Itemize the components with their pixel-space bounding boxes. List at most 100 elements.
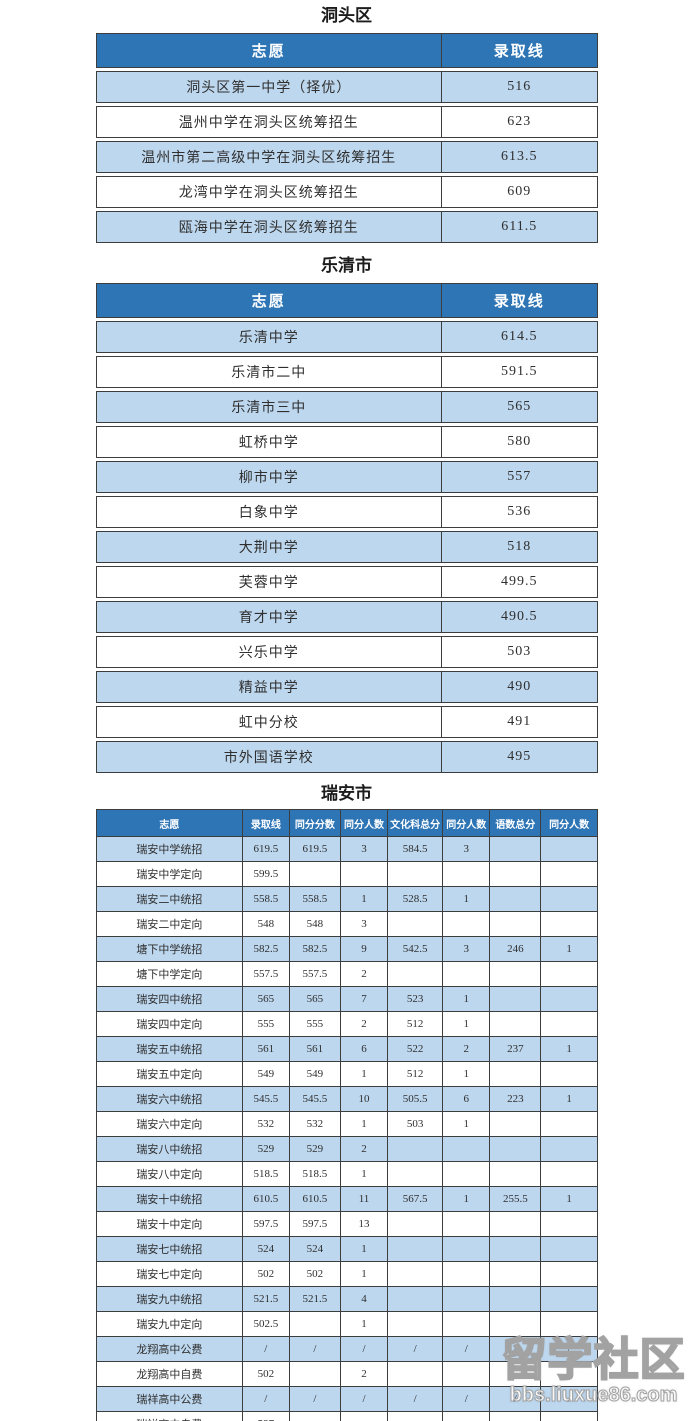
column-header: 同分分数 xyxy=(288,809,341,837)
score-cell: 567.5 xyxy=(387,1186,444,1212)
score-cell: / xyxy=(288,1336,341,1362)
school-name-cell: 芙蓉中学 xyxy=(96,566,441,598)
school-name-cell: 龙翔高中自费 xyxy=(96,1361,243,1387)
score-cell xyxy=(442,1236,491,1262)
score-cell: / xyxy=(241,1386,290,1412)
column-header: 志愿 xyxy=(96,809,243,837)
score-cell: 529 xyxy=(241,1136,290,1162)
column-header: 志愿 xyxy=(96,33,441,68)
table-row: 塘下中学统招 582.5 582.5 9 542.5 3 246 1 xyxy=(96,936,598,962)
score-cell xyxy=(540,1061,598,1087)
score-cell: 545.5 xyxy=(241,1086,290,1112)
score-cell xyxy=(387,961,444,987)
score-cell xyxy=(489,986,542,1012)
score-cell xyxy=(387,911,444,937)
school-name-cell: 瓯海中学在洞头区统筹招生 xyxy=(96,211,441,243)
score-cell xyxy=(489,1361,542,1387)
score-cell: 582.5 xyxy=(241,936,290,962)
score-cell xyxy=(540,986,598,1012)
score-cell: 3 xyxy=(339,911,389,937)
school-name-cell: 瑞安八中统招 xyxy=(96,1136,243,1162)
score-cell: 549 xyxy=(288,1061,341,1087)
school-name-cell: 虹中分校 xyxy=(96,706,441,738)
score-cell: 246 xyxy=(489,936,542,962)
score-cell: 522 xyxy=(387,1036,444,1062)
column-header: 同分人数 xyxy=(339,809,389,837)
score-cell xyxy=(489,911,542,937)
score-cell xyxy=(387,1411,444,1421)
score-cell xyxy=(339,861,389,887)
table-body: 洞头区第一中学（择优） 516 温州中学在洞头区统筹招生 623 温州市第二高级中学在洞… xyxy=(96,71,598,243)
score-cell: 610.5 xyxy=(288,1186,341,1212)
score-cell xyxy=(540,836,598,862)
score-cell: / xyxy=(387,1336,444,1362)
school-name-cell: 瑞安四中统招 xyxy=(96,986,243,1012)
table-row: 虹桥中学 580 xyxy=(96,426,598,458)
score-cell: 518.5 xyxy=(288,1161,341,1187)
score-cell: / xyxy=(339,1336,389,1362)
table-row: 瑞安四中定向 555 555 2 512 1 xyxy=(96,1011,598,1037)
score-cell: 1 xyxy=(540,936,598,962)
school-name-cell: 龙湾中学在洞头区统筹招生 xyxy=(96,176,441,208)
score-cell: 610.5 xyxy=(241,1186,290,1212)
score-cell: 1 xyxy=(442,1061,491,1087)
score-cell: / xyxy=(489,1336,542,1362)
score-cell xyxy=(540,1261,598,1287)
score-cell xyxy=(540,911,598,937)
table-row: 瑞安七中统招 524 524 1 xyxy=(96,1236,598,1262)
score-cell: 2 xyxy=(339,961,389,987)
score-cell xyxy=(442,1161,491,1187)
school-name-cell: 精益中学 xyxy=(96,671,441,703)
score-cell: 599.5 xyxy=(241,861,290,887)
score-cell: 555 xyxy=(288,1011,341,1037)
score-cell: 1 xyxy=(442,1186,491,1212)
score-cell xyxy=(387,1261,444,1287)
score-cell: 582.5 xyxy=(288,936,341,962)
score-cell xyxy=(540,1236,598,1262)
school-name-cell: 瑞安四中定向 xyxy=(96,1011,243,1037)
score-cell xyxy=(387,1211,444,1237)
school-name-cell: 温州中学在洞头区统筹招生 xyxy=(96,106,441,138)
table-row: 瑞安五中定向 549 549 1 512 1 xyxy=(96,1061,598,1087)
score-cell: 7 xyxy=(339,986,389,1012)
section-title-yueqing: 乐清市 xyxy=(321,256,372,275)
table-row: 洞头区第一中学（择优） 516 xyxy=(96,71,598,103)
score-cell: 1 xyxy=(540,1186,598,1212)
score-cell: 524 xyxy=(241,1236,290,1262)
score-cell: 255.5 xyxy=(489,1186,542,1212)
score-cell xyxy=(442,1411,491,1421)
school-name-cell: 温州市第二高级中学在洞头区统筹招生 xyxy=(96,141,441,173)
column-header: 同分人数 xyxy=(540,809,598,837)
score-cell: 565 xyxy=(241,986,290,1012)
table-row: 瑞安中学定向 599.5 xyxy=(96,861,598,887)
table-row: 柳市中学 557 xyxy=(96,461,598,493)
score-cell xyxy=(442,961,491,987)
score-cell xyxy=(442,1261,491,1287)
score-cell xyxy=(387,1236,444,1262)
table-row: 瑞祥高中公费 / / / / / / / xyxy=(96,1386,598,1412)
table-row: 市外国语学校 495 xyxy=(96,741,598,773)
score-cell xyxy=(540,861,598,887)
school-name-cell: 瑞安十中定向 xyxy=(96,1211,243,1237)
column-header: 志愿 xyxy=(96,283,441,318)
school-name-cell: 瑞安二中统招 xyxy=(96,886,243,912)
column-header: 录取线 xyxy=(241,809,290,837)
header-row: 志愿 录取线 xyxy=(96,33,598,68)
score-cell: 13 xyxy=(339,1211,389,1237)
score-cell xyxy=(442,1311,491,1337)
score-cell xyxy=(489,1161,542,1187)
score-cell: 6 xyxy=(442,1086,491,1112)
school-name-cell: 塘下中学定向 xyxy=(96,961,243,987)
score-cell xyxy=(489,1011,542,1037)
school-name-cell: 大荆中学 xyxy=(96,531,441,563)
score-cell: 1 xyxy=(339,1161,389,1187)
score-cell: 2 xyxy=(339,1011,389,1037)
score-cell: 619.5 xyxy=(288,836,341,862)
score-cell: 609 xyxy=(440,176,598,208)
score-cell: 1 xyxy=(339,886,389,912)
school-name-cell: 虹桥中学 xyxy=(96,426,441,458)
score-cell: 549 xyxy=(241,1061,290,1087)
header-row: 志愿 录取线 xyxy=(96,283,598,318)
score-cell: 565 xyxy=(440,391,598,423)
score-cell xyxy=(489,1061,542,1087)
